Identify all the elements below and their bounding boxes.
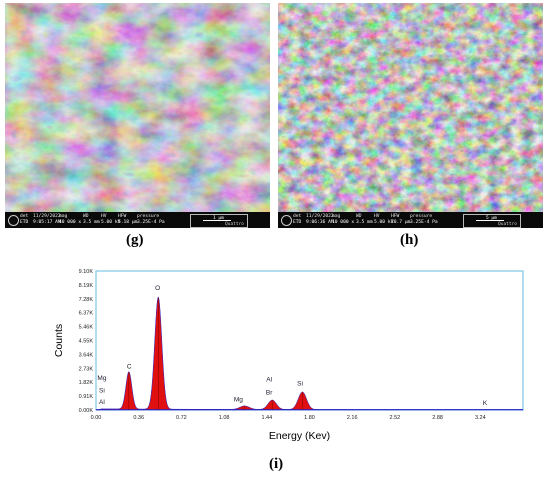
scale-label: 1 µm (213, 216, 224, 221)
hv-value: 5.00 kV (101, 219, 121, 225)
hfw-value: 20.7 µm (391, 219, 411, 225)
det-label: det (20, 214, 29, 219)
sem-info-bar-g: det ETD 11/29/2022 9:05:17 AM mag 40 000 x … (5, 212, 270, 228)
detector-value: ETD (293, 219, 302, 225)
element-label: C (127, 363, 132, 370)
hfw-label: HFW (118, 214, 127, 219)
mag-value: 40 000 x (59, 219, 82, 225)
plot-frame (95, 270, 524, 411)
y-tick-label: 6.37K (79, 311, 94, 317)
fei-logo-icon (281, 215, 292, 226)
element-label: Mg (234, 396, 243, 403)
det-label: det (293, 214, 302, 219)
panel-label-h: (h) (400, 232, 419, 248)
pressure-value: 3.25E-4 Pa (410, 219, 438, 225)
panel-label-i: (i) (269, 456, 284, 472)
hfw-label: HFW (391, 214, 400, 219)
hfw-value: 5.18 µm (118, 219, 138, 225)
hv-label: HV (101, 214, 107, 219)
pressure-value: 3.25E-4 Pa (137, 219, 165, 225)
x-axis-title: Energy (Kev) (269, 430, 330, 442)
element-label: K (483, 400, 488, 407)
element-label: O (155, 285, 160, 292)
x-tick-label: 1.80 (304, 415, 315, 421)
pressure-label: pressure (137, 214, 160, 219)
wd-value: 3.5 mm (83, 219, 100, 225)
hv-label: HV (374, 214, 380, 219)
wd-label: WD (83, 214, 89, 219)
x-tick-label: 2.52 (390, 415, 401, 421)
date: 11/29/2022 (33, 214, 61, 219)
scale-bar: 5 µm (463, 214, 521, 228)
y-tick-label: 5.46K (79, 325, 94, 331)
brand-label: Quattro (498, 221, 517, 227)
sem-texture-g (5, 3, 270, 212)
y-tick-label: 0.91K (79, 394, 94, 400)
x-tick-label: 0.00 (91, 415, 102, 421)
brand-label: Quattro (225, 221, 244, 227)
fei-logo-icon (8, 215, 19, 226)
mag-value: 10 000 x (332, 219, 355, 225)
y-tick-label: 7.28K (79, 297, 94, 303)
wd-value: 3.5 mm (356, 219, 373, 225)
pressure-label: pressure (410, 214, 433, 219)
element-label: Al (266, 377, 272, 384)
sem-info-bar-h: det ETD 11/29/2022 9:06:36 AM mag 10 000 x … (278, 212, 543, 228)
element-label: Br (266, 390, 273, 397)
time: 9:06:36 AM (306, 219, 334, 225)
x-tick-label: 0.36 (133, 415, 144, 421)
y-axis-title: Counts (53, 324, 65, 357)
x-tick-label: 3.24 (475, 415, 486, 421)
y-tick-label: 3.64K (79, 352, 94, 358)
y-tick-label: 0.00K (79, 408, 94, 414)
x-tick-label: 1.44 (261, 415, 272, 421)
x-tick-label: 2.16 (347, 415, 358, 421)
y-tick-label: 8.19K (79, 283, 94, 289)
y-tick-label: 9.10K (79, 269, 94, 275)
eds-spectrum-chart: 0.00K0.91K1.82K2.73K3.64K4.55K5.46K6.37K… (53, 269, 524, 442)
x-tick-label: 0.72 (176, 415, 187, 421)
y-tick-label: 4.55K (79, 339, 94, 345)
sem-texture-h (278, 3, 543, 212)
element-label: Mg (97, 375, 106, 382)
element-label: Si (297, 381, 303, 388)
scale-bar: 1 µm (190, 214, 248, 228)
element-label: Si (99, 387, 105, 394)
panel-label-g: (g) (126, 232, 144, 248)
mag-label: mag (59, 214, 68, 219)
scale-label: 5 µm (486, 216, 497, 221)
sem-image-g: det ETD 11/29/2022 9:05:17 AM mag 40 000 x … (5, 3, 270, 228)
date: 11/29/2022 (306, 214, 334, 219)
y-tick-label: 2.73K (79, 366, 94, 372)
x-tick-label: 1.08 (219, 415, 230, 421)
element-label: Al (99, 399, 105, 406)
x-tick-label: 2.88 (432, 415, 443, 421)
y-tick-label: 1.82K (79, 380, 94, 386)
time: 9:05:17 AM (33, 219, 61, 225)
hv-value: 5.00 kV (374, 219, 394, 225)
sem-image-h: det ETD 11/29/2022 9:06:36 AM mag 10 000 x … (278, 3, 543, 228)
mag-label: mag (332, 214, 341, 219)
detector-value: ETD (20, 219, 29, 225)
wd-label: WD (356, 214, 362, 219)
